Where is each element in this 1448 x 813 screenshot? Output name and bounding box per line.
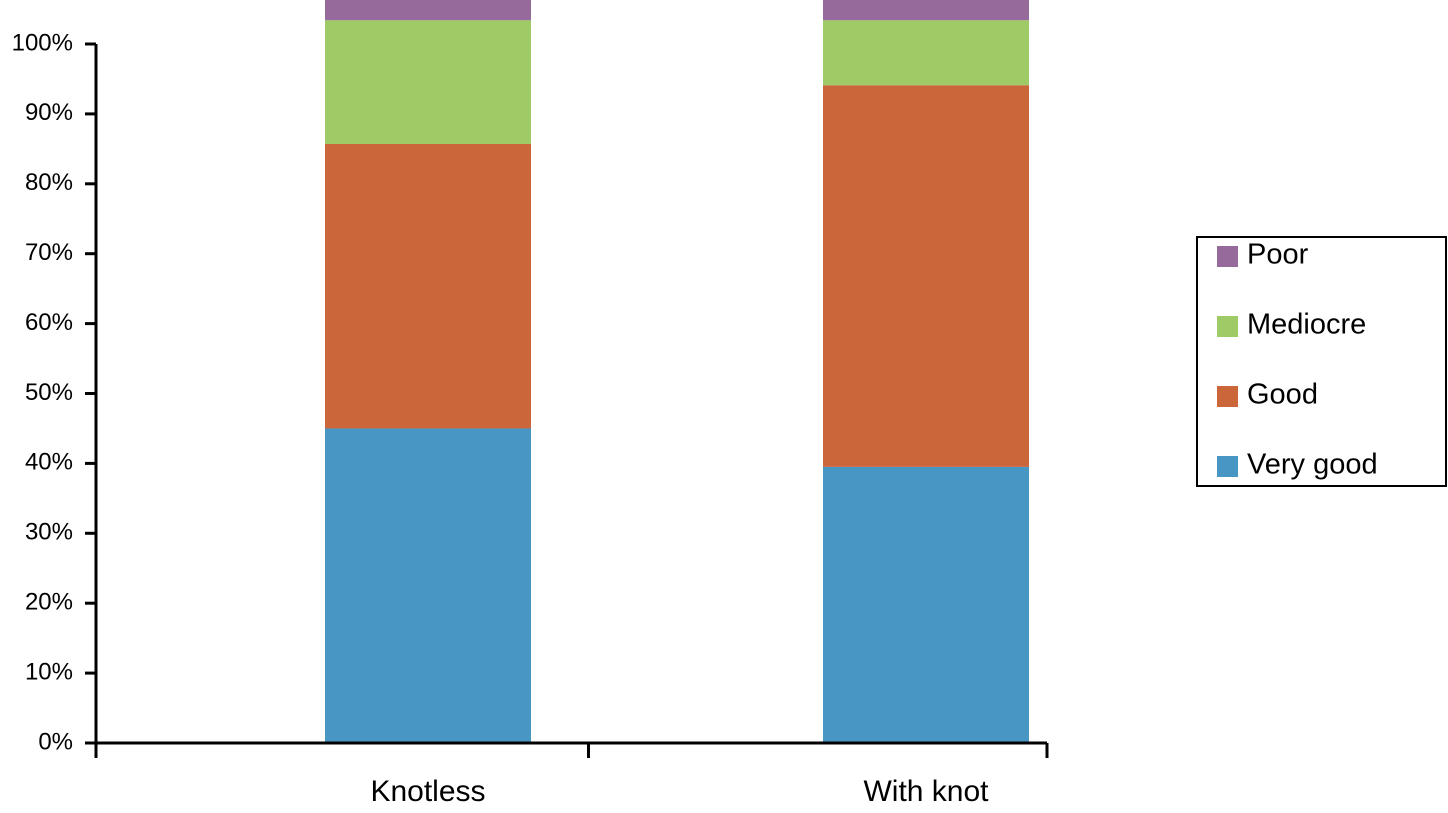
legend-swatch xyxy=(1217,386,1238,407)
bar-segment xyxy=(325,428,531,743)
bar-segment xyxy=(823,0,1029,21)
x-tick-label: Knotless xyxy=(370,775,485,808)
y-tick-label: 90% xyxy=(25,99,73,126)
bar-segment xyxy=(823,85,1029,467)
bar-segment xyxy=(325,0,531,21)
legend-swatch xyxy=(1217,246,1238,267)
legend-label: Mediocre xyxy=(1247,309,1366,341)
y-tick-label: 20% xyxy=(25,589,73,616)
bar-segment xyxy=(823,466,1029,743)
y-tick-label: 80% xyxy=(25,169,73,196)
bar-segment xyxy=(325,143,531,429)
legend-label: Very good xyxy=(1247,449,1378,481)
y-tick-label: 50% xyxy=(25,379,73,406)
y-tick-label: 0% xyxy=(38,728,73,755)
y-tick-label: 30% xyxy=(25,519,73,546)
bar-segment xyxy=(823,20,1029,86)
bar-segment xyxy=(325,20,531,144)
y-tick-label: 70% xyxy=(25,239,73,266)
legend-label: Poor xyxy=(1247,239,1309,271)
y-tick-label: 60% xyxy=(25,309,73,336)
x-tick-label: With knot xyxy=(863,775,989,808)
legend-label: Good xyxy=(1247,379,1318,411)
legend-swatch xyxy=(1217,456,1238,477)
y-tick-label: 40% xyxy=(25,449,73,476)
legend-box xyxy=(1196,236,1447,487)
legend-swatch xyxy=(1217,316,1238,337)
y-tick-label: 10% xyxy=(25,658,73,685)
y-tick-label: 100% xyxy=(12,29,73,56)
